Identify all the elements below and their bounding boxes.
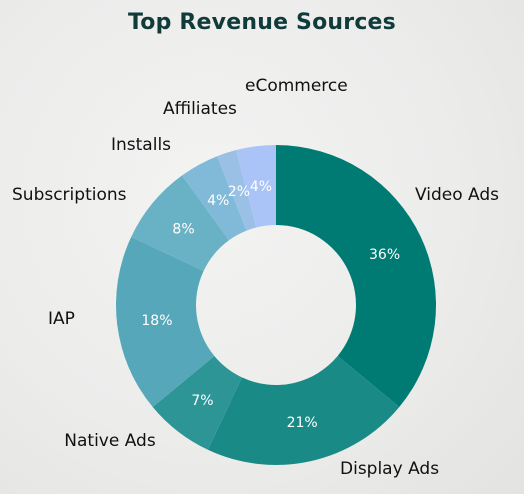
slice-iap — [116, 236, 215, 407]
value-label-subscriptions: 8% — [172, 222, 194, 238]
slice-installs — [181, 156, 247, 241]
category-label-video-ads: Video Ads — [415, 185, 499, 205]
category-label-affiliates: Affiliates — [163, 99, 237, 119]
category-label-native-ads: Native Ads — [64, 431, 156, 451]
category-label-installs: Installs — [111, 135, 171, 155]
value-label-iap: 18% — [141, 313, 172, 329]
value-label-native-ads: 7% — [191, 393, 213, 409]
slice-affiliates — [217, 150, 257, 231]
value-label-display-ads: 21% — [287, 415, 318, 431]
slice-display-ads — [207, 355, 400, 465]
category-label-ecommerce: eCommerce — [245, 76, 348, 96]
slice-ecommerce — [236, 145, 276, 228]
value-label-video-ads: 36% — [369, 247, 400, 263]
value-label-ecommerce: 4% — [250, 179, 272, 195]
category-label-subscriptions: Subscriptions — [12, 185, 127, 205]
category-label-iap: IAP — [48, 309, 75, 329]
slice-subscriptions — [131, 175, 229, 271]
slice-video-ads — [276, 145, 436, 407]
value-label-affiliates: 2% — [228, 184, 250, 200]
slice-native-ads — [152, 355, 242, 450]
category-label-display-ads: Display Ads — [340, 459, 439, 479]
chart-title: Top Revenue Sources — [128, 10, 396, 35]
value-label-installs: 4% — [207, 193, 229, 209]
